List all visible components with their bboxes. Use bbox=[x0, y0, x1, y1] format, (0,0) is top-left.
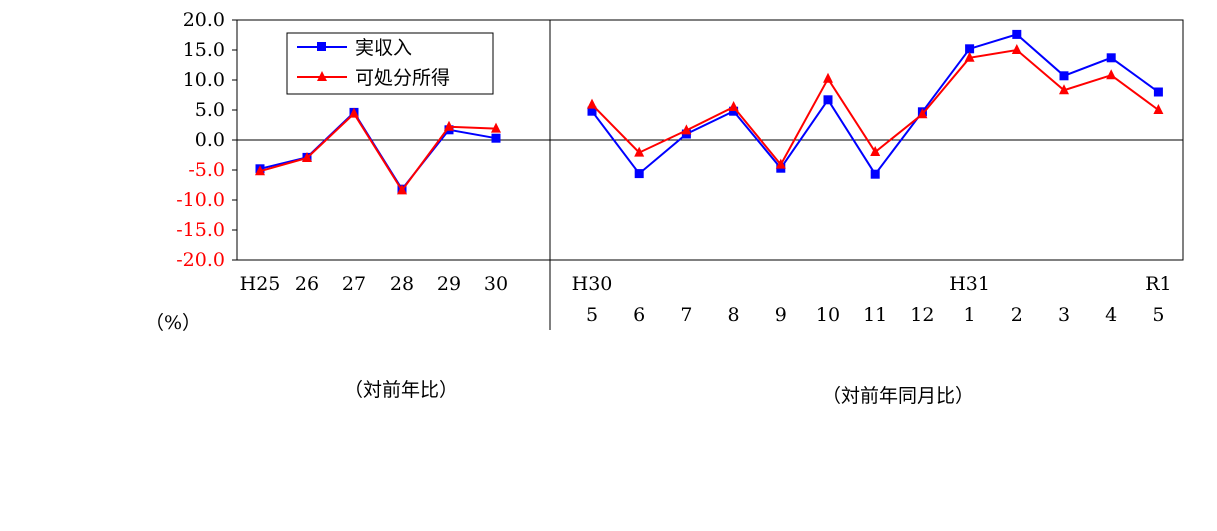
x-era-label: H31 bbox=[949, 273, 990, 295]
data-point bbox=[823, 95, 833, 105]
x-tick-label: 11 bbox=[863, 304, 887, 326]
data-point bbox=[397, 184, 407, 195]
data-point bbox=[1059, 84, 1069, 95]
series-line bbox=[259, 112, 497, 193]
series-layer bbox=[255, 29, 1164, 195]
x-tick-label: 27 bbox=[342, 273, 366, 295]
x-tick-label: 26 bbox=[295, 273, 319, 295]
x-tick-label: 10 bbox=[816, 304, 840, 326]
x-tick-label: 1 bbox=[964, 304, 976, 326]
data-point bbox=[728, 101, 739, 111]
x-tick-label: 7 bbox=[680, 304, 692, 326]
y-axis: 20.0 15.0 10.0 5.0 0.0 -5.0 -10.0 -15.0 -20.0 bbox=[176, 9, 237, 271]
legend-marker-series1 bbox=[317, 42, 326, 51]
y-tick-label: 5.0 bbox=[195, 99, 225, 121]
data-point bbox=[823, 72, 833, 83]
legend-label-series1: 実収入 bbox=[355, 37, 412, 59]
data-point bbox=[491, 122, 501, 133]
legend-label-series2: 可処分所得 bbox=[355, 67, 450, 89]
data-point bbox=[634, 169, 644, 179]
y-tick-label: -5.0 bbox=[188, 159, 225, 181]
data-point bbox=[729, 106, 739, 116]
x-tick-label: H25 bbox=[240, 273, 281, 295]
x-tick-label: 3 bbox=[1058, 304, 1070, 326]
data-point bbox=[349, 107, 359, 118]
y-tick-label: 15.0 bbox=[183, 39, 225, 61]
data-point bbox=[491, 133, 501, 143]
data-point bbox=[1059, 71, 1069, 81]
x-tick-label: 6 bbox=[633, 304, 645, 326]
x-tick-label: 28 bbox=[390, 273, 414, 295]
data-point bbox=[964, 51, 975, 62]
x-era-label: R1 bbox=[1145, 273, 1171, 295]
x-tick-label: 29 bbox=[437, 273, 461, 295]
data-point bbox=[587, 98, 597, 109]
x-axis-labels: H25 26 27 28 29 30 H30 H31 R15 6 7 8 9 10 11 12 1 2 3 4 5 bbox=[240, 273, 1172, 326]
data-point bbox=[1106, 69, 1117, 80]
data-point bbox=[587, 106, 597, 116]
data-point bbox=[870, 146, 881, 156]
x-tick-label: 9 bbox=[775, 304, 787, 326]
data-point bbox=[1012, 29, 1022, 39]
data-point bbox=[1106, 53, 1116, 63]
unit-label: （%） bbox=[145, 312, 201, 334]
data-point bbox=[870, 169, 880, 179]
data-point bbox=[681, 124, 692, 135]
y-tick-label: -15.0 bbox=[176, 219, 225, 241]
y-tick-label: 20.0 bbox=[183, 9, 225, 31]
x-tick-label: 5 bbox=[1152, 304, 1164, 326]
x-tick-label: 12 bbox=[910, 304, 934, 326]
y-tick-label: 10.0 bbox=[183, 69, 225, 91]
x-tick-label: 4 bbox=[1105, 304, 1117, 326]
x-tick-label: 2 bbox=[1011, 304, 1023, 326]
data-point bbox=[917, 108, 928, 119]
y-tick-label: -20.0 bbox=[176, 249, 225, 271]
x-tick-label: 5 bbox=[586, 304, 598, 326]
data-point bbox=[634, 146, 645, 157]
data-point bbox=[965, 44, 975, 54]
y-tick-label: -10.0 bbox=[176, 189, 225, 211]
data-point bbox=[1153, 104, 1164, 114]
data-point bbox=[444, 120, 454, 131]
data-point bbox=[255, 165, 265, 176]
legend-marker-series2 bbox=[317, 71, 327, 81]
x-tick-label: 30 bbox=[484, 273, 508, 295]
caption-monthly: （対前年同月比） bbox=[822, 385, 974, 407]
data-point bbox=[775, 158, 786, 169]
caption-annual: （対前年比） bbox=[344, 379, 458, 401]
y-tick-label: 0.0 bbox=[195, 129, 225, 151]
x-era-label: H30 bbox=[572, 273, 613, 295]
data-point bbox=[1153, 87, 1163, 97]
data-point bbox=[302, 152, 312, 162]
data-point bbox=[1011, 44, 1022, 54]
x-tick-label: 8 bbox=[728, 304, 740, 326]
legend: 実収入 可処分所得 bbox=[286, 32, 494, 95]
